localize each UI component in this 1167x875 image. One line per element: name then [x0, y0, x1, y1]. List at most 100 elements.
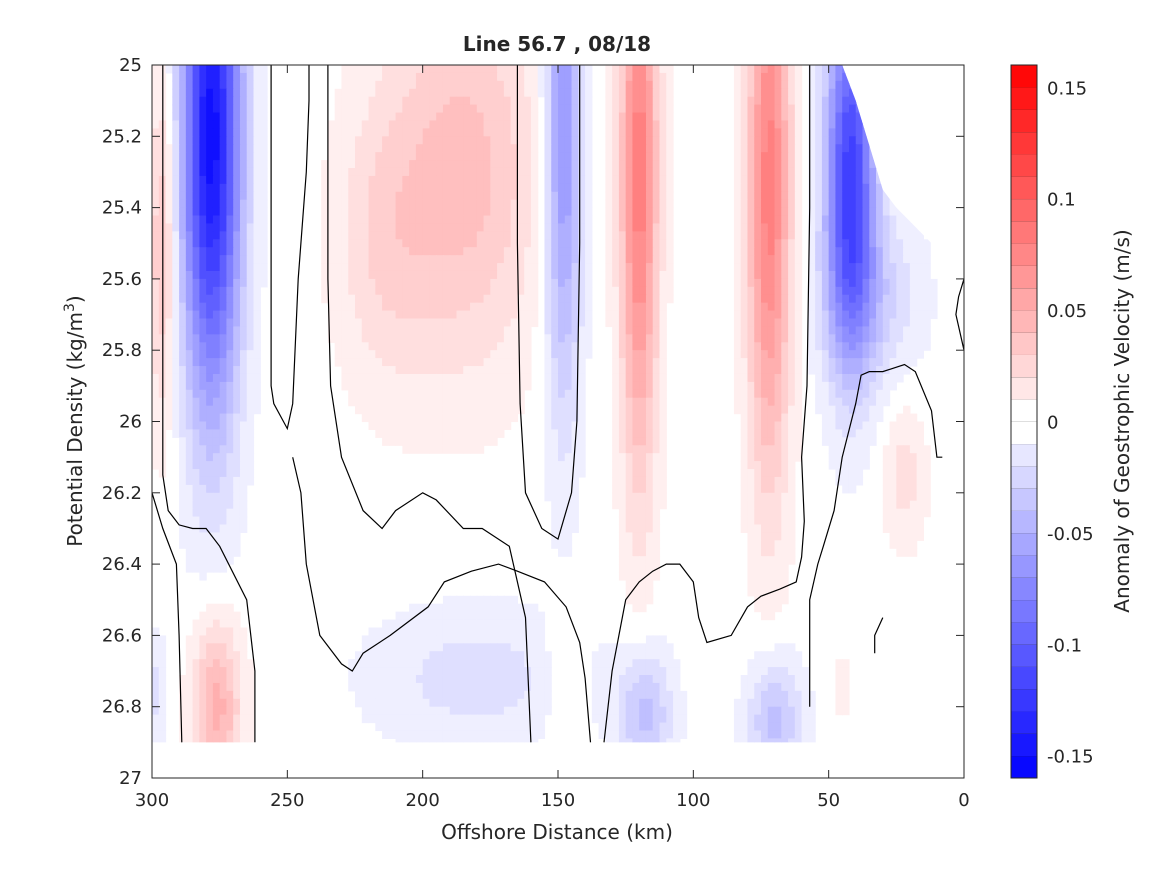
field-cell: [165, 358, 173, 367]
field-cell: [612, 215, 620, 225]
field-cell: [233, 199, 241, 209]
field-cell: [639, 152, 647, 161]
field-cell: [659, 112, 667, 122]
field-cell: [436, 326, 444, 335]
field-cell: [828, 160, 837, 169]
field-cell: [551, 397, 559, 407]
field-cell: [767, 318, 776, 328]
field-cell: [815, 120, 823, 129]
field-cell: [625, 136, 634, 145]
field-cell: [815, 326, 823, 335]
field-cell: [226, 318, 234, 328]
field-cell: [239, 247, 248, 256]
field-cell: [219, 326, 228, 335]
field-cell: [733, 310, 742, 320]
field-cell: [781, 476, 789, 486]
field-cell: [490, 286, 498, 296]
field-cell: [375, 247, 383, 256]
field-cell: [585, 215, 593, 225]
field-cell: [206, 128, 214, 137]
field-cell: [470, 112, 478, 122]
field-cell: [226, 104, 234, 114]
field-cell: [409, 223, 417, 232]
field-cell: [422, 413, 431, 423]
field-cell: [761, 120, 769, 129]
field-cell: [639, 144, 647, 153]
field-cell: [185, 302, 194, 312]
field-cell: [564, 72, 573, 82]
field-cell: [409, 80, 417, 90]
field-cell: [585, 286, 593, 296]
field-cell: [253, 152, 261, 161]
field-cell: [348, 72, 356, 82]
field-cell: [882, 310, 891, 320]
field-cell: [442, 112, 451, 122]
field-cell: [219, 144, 228, 153]
field-cell: [375, 389, 383, 399]
field-cell: [639, 397, 647, 407]
field-cell: [781, 104, 789, 114]
field-cell: [551, 278, 559, 288]
field-cell: [544, 421, 552, 431]
field-cell: [815, 199, 823, 209]
field-cell: [767, 286, 776, 296]
field-cell: [436, 167, 444, 177]
field-cell: [321, 207, 329, 217]
field-cell: [409, 286, 417, 296]
field-cell: [483, 366, 491, 375]
field-cell: [219, 65, 228, 74]
field-cell: [815, 389, 823, 399]
field-cell: [551, 453, 559, 462]
field-cell: [652, 88, 661, 98]
field-cell: [476, 255, 485, 264]
field-cell: [632, 175, 640, 185]
field-cell: [747, 326, 755, 335]
field-cell: [219, 564, 228, 573]
field-cell: [233, 461, 241, 470]
field-cell: [463, 128, 471, 137]
field-cell: [524, 96, 532, 106]
field-cell: [470, 167, 478, 177]
field-cell: [848, 302, 857, 312]
field-cell: [564, 437, 573, 446]
field-cell: [842, 191, 850, 201]
field-cell: [212, 112, 221, 122]
field-cell: [226, 152, 234, 161]
field-cell: [578, 231, 586, 240]
field-cell: [442, 381, 451, 391]
field-cell: [321, 255, 329, 264]
field-cell: [497, 191, 505, 201]
field-cell: [740, 492, 749, 502]
field-cell: [916, 350, 924, 359]
field-cell: [165, 342, 173, 351]
field-cell: [185, 80, 194, 90]
field-cell: [632, 286, 640, 296]
field-cell: [341, 231, 349, 240]
field-cell: [618, 540, 627, 549]
field-cell: [632, 144, 640, 153]
field-cell: [605, 191, 613, 201]
field-cell: [821, 381, 830, 391]
field-cell: [652, 72, 661, 82]
field-cell: [761, 342, 769, 351]
field-cell: [828, 366, 837, 375]
field-cell: [449, 223, 458, 232]
field-cell: [490, 413, 498, 423]
field-cell: [923, 492, 931, 502]
field-cell: [179, 120, 187, 129]
field-cell: [828, 342, 837, 351]
field-cell: [226, 223, 234, 232]
field-cell: [558, 112, 566, 122]
field-cell: [260, 247, 268, 256]
field-cell: [503, 112, 512, 122]
field-cell: [571, 524, 579, 534]
field-cell: [747, 476, 755, 486]
field-cell: [564, 524, 573, 534]
field-cell: [558, 310, 566, 320]
field-cell: [733, 270, 742, 280]
field-cell: [449, 389, 458, 399]
field-cell: [835, 247, 843, 256]
field-cell: [659, 310, 667, 320]
field-cell: [923, 500, 931, 510]
